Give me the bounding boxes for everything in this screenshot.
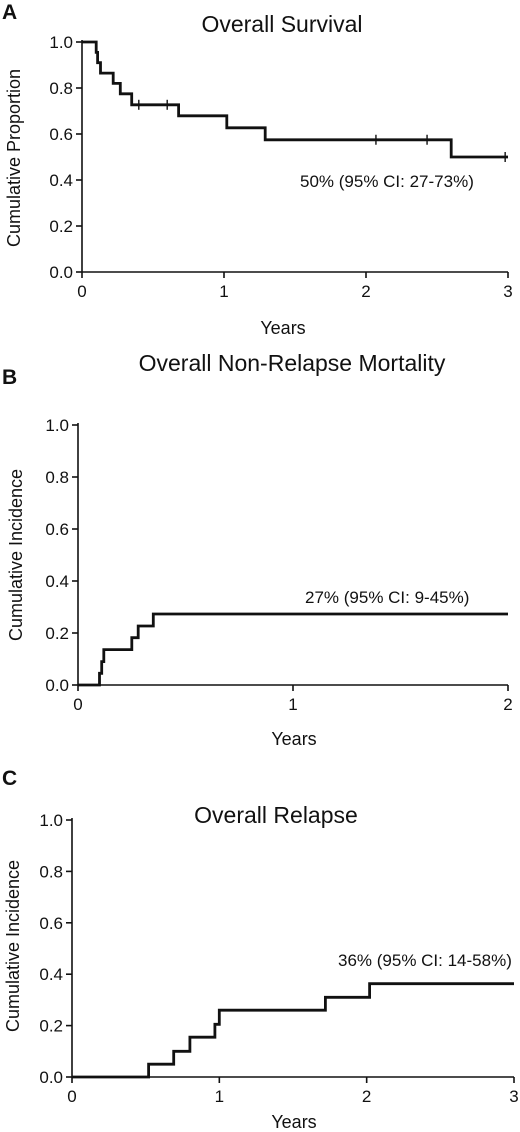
step-curve [82,40,508,159]
x-tick-label: 3 [509,1087,518,1106]
x-tick-label: 0 [77,282,86,301]
y-tick-label: 0.8 [49,79,73,98]
annotation-a: 50% (95% CI: 27-73%) [300,172,474,191]
x-tick-label: 1 [219,282,228,301]
y-axis-label-c: Cumulative Incidence [3,860,23,1032]
panel-c: C Overall Relapse Cumulative Incidence Y… [2,767,519,1132]
y-tick-label: 0.8 [39,862,63,881]
x-tick-label: 1 [215,1087,224,1106]
y-tick-label: 0.4 [39,965,63,984]
x-tick-label: 3 [503,282,512,301]
series-b [78,612,508,687]
panel-letter-c: C [2,767,17,790]
y-tick-label: 0.8 [45,468,69,487]
y-tick-label: 1.0 [45,416,69,435]
y-tick-label: 0.6 [39,914,63,933]
x-tick-label: 2 [361,282,370,301]
x-tick-label: 2 [503,695,512,714]
y-tick-label: 0.0 [39,1068,63,1087]
series-a [82,40,508,162]
y-tick-label: 0.4 [49,171,73,190]
panel-b: B Overall Non-Relapse Mortality Cumulati… [2,350,513,749]
panel-letter-a: A [2,1,17,24]
ticks-a: 0.0 0.2 0.4 0.6 0.8 1.0 0 1 2 3 [49,33,512,301]
y-tick-label: 0.0 [45,676,69,695]
x-axis-label-b: Years [271,729,316,749]
x-axis-label-c: Years [271,1112,316,1132]
panel-letter-b: B [2,366,17,389]
y-tick-label: 0.2 [39,1017,63,1036]
step-curve [78,612,508,687]
axes-a [81,40,508,273]
x-tick-label: 0 [73,695,82,714]
y-tick-label: 1.0 [49,33,73,52]
y-axis-label-a: Cumulative Proportion [4,69,24,247]
y-tick-label: 0.2 [45,624,69,643]
axes-b [77,423,508,686]
axes-c [71,818,514,1078]
annotation-b: 27% (95% CI: 9-45%) [305,588,469,607]
y-tick-label: 0.4 [45,572,69,591]
y-tick-label: 0.0 [49,263,73,282]
y-tick-label: 0.6 [49,125,73,144]
x-axis-label-a: Years [260,318,305,338]
y-tick-label: 0.2 [49,217,73,236]
chart-title-c: Overall Relapse [194,802,358,828]
step-curve [72,982,514,1079]
x-tick-label: 0 [67,1087,76,1106]
y-tick-label: 1.0 [39,811,63,830]
x-tick-label: 1 [288,695,297,714]
series-c [72,982,514,1079]
chart-title-a: Overall Survival [201,11,362,37]
ticks-c: 0.0 0.2 0.4 0.6 0.8 1.0 0 1 2 3 [39,811,518,1106]
ticks-b: 0.0 0.2 0.4 0.6 0.8 1.0 0 1 2 [45,416,512,714]
panel-a: A Overall Survival Cumulative Proportion… [2,1,513,338]
x-tick-label: 2 [362,1087,371,1106]
chart-title-b: Overall Non-Relapse Mortality [139,350,446,376]
y-axis-label-b: Cumulative Incidence [6,469,26,641]
y-tick-label: 0.6 [45,520,69,539]
annotation-c: 36% (95% CI: 14-58%) [338,951,512,970]
